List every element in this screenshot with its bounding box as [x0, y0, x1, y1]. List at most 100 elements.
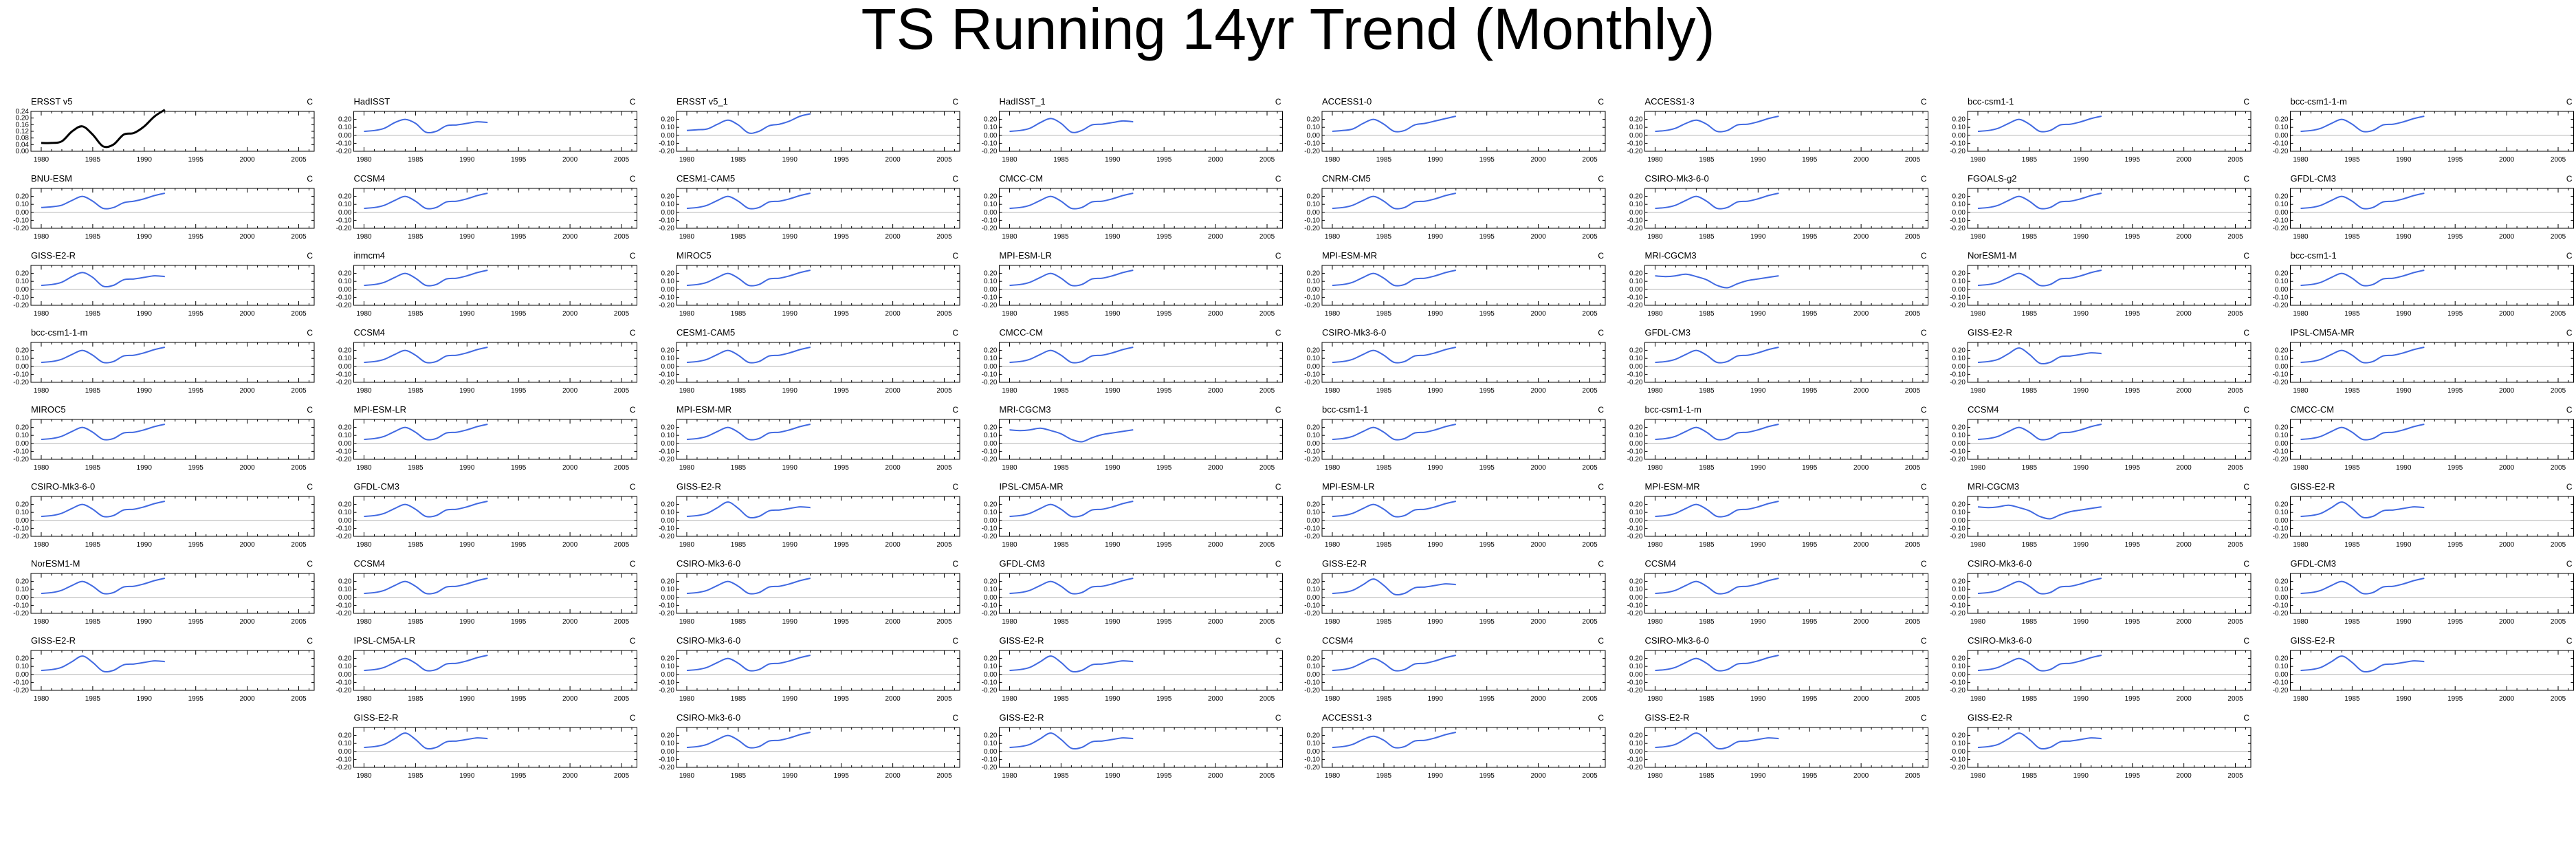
y-tick-label: 0.10	[2275, 124, 2289, 131]
x-tick-label: 1990	[1428, 156, 1444, 164]
model-panel: bcc-csm1-1-m C 0.200.100.00-0.10-0.20 1980 1…	[2273, 96, 2574, 164]
x-tick-label: 2005	[2551, 387, 2566, 395]
plot-frame	[1644, 573, 1928, 614]
y-tick-label: 0.10	[16, 663, 30, 670]
x-tick-label: 1990	[2396, 618, 2412, 626]
y-tick-label: -0.10	[982, 140, 998, 147]
plot-frame	[1321, 573, 1606, 614]
y-tick-label: -0.10	[13, 525, 29, 532]
y-tick-label: 0.10	[338, 509, 352, 516]
x-tick-label: 1980	[2293, 618, 2309, 626]
panel-units: C	[1598, 328, 1604, 338]
x-tick-label: 1980	[1325, 464, 1341, 472]
y-tick-label: 0.00	[338, 286, 352, 294]
panel-units: C	[307, 328, 313, 338]
y-tick-label: 0.20	[1307, 655, 1321, 663]
panel-title: GISS-E2-R	[1968, 327, 2012, 338]
y-tick-label: 0.20	[661, 347, 675, 355]
y-tick-label: 0.00	[338, 132, 352, 140]
panel-units: C	[1598, 482, 1604, 492]
y-tick-label: -0.20	[982, 533, 998, 540]
y-tick-label: 0.20	[16, 193, 30, 201]
x-tick-label: 1985	[2344, 541, 2360, 549]
plot-frame	[1321, 496, 1606, 537]
model-panel: GFDL-CM3 C 0.200.100.00-0.10-0.20 1980 1985 1…	[982, 558, 1283, 626]
x-tick-label: 1985	[408, 541, 423, 549]
y-tick-label: -0.10	[2273, 217, 2289, 224]
y-tick-label: -0.20	[1304, 533, 1320, 540]
panel-title: IPSL-CM5A-LR	[354, 635, 416, 646]
plot-frame	[2290, 573, 2574, 614]
model-panel: GISS-E2-R C 0.200.100.00-0.10-0.20 1980 1985…	[13, 635, 315, 703]
x-tick-label: 1985	[731, 695, 747, 703]
x-tick-label: 1995	[1802, 618, 1818, 626]
y-tick-label: 0.00	[1629, 363, 1643, 371]
model-panel: MRI-CGCM3 C 0.200.100.00-0.10-0.20 1980 1985…	[1950, 481, 2252, 549]
panel-units: C	[1275, 636, 1281, 646]
panel-title: CNRM-CM5	[1322, 173, 1371, 184]
x-tick-label: 2005	[1582, 310, 1598, 318]
x-tick-label: 1995	[1479, 387, 1495, 395]
panel-units: C	[1598, 174, 1604, 184]
plot-frame	[676, 111, 960, 152]
panel-units: C	[1598, 405, 1604, 415]
plot-frame	[30, 573, 315, 614]
x-tick-label: 2000	[239, 695, 255, 703]
y-tick-label: 0.10	[1307, 124, 1321, 131]
series-line	[1655, 116, 1779, 133]
y-tick-label: 0.10	[1629, 432, 1643, 439]
panel-title: GFDL-CM3	[1000, 558, 1045, 569]
panel-units: C	[307, 97, 313, 107]
y-tick-label: 0.00	[1307, 517, 1321, 525]
x-tick-label: 1980	[2293, 387, 2309, 395]
x-tick-label: 1980	[34, 541, 49, 549]
x-tick-label: 1980	[1970, 156, 1986, 164]
x-tick-label: 2000	[239, 233, 255, 241]
panel-title: CCSM4	[1322, 635, 1354, 646]
y-tick-label: -0.10	[1304, 525, 1320, 532]
panel-units: C	[1921, 174, 1927, 184]
y-tick-label: 0.20	[2275, 578, 2289, 586]
x-tick-label: 2005	[1905, 156, 1921, 164]
x-tick-label: 2000	[1530, 310, 1546, 318]
plot-frame	[1321, 265, 1606, 306]
series-line	[364, 501, 488, 518]
x-tick-label: 2005	[1905, 387, 1921, 395]
x-tick-label: 1985	[1699, 464, 1715, 472]
x-tick-label: 1985	[85, 464, 101, 472]
y-tick-label: -0.10	[1304, 294, 1320, 301]
y-tick-label: 0.20	[1307, 270, 1321, 278]
y-tick-label: -0.20	[1627, 379, 1643, 386]
x-tick-label: 1990	[459, 695, 475, 703]
panel-title: MPI-ESM-MR	[1322, 250, 1377, 261]
y-tick-label: 0.20	[338, 270, 352, 278]
panel-title: MIROC5	[676, 250, 712, 261]
y-tick-label: 0.00	[16, 363, 30, 371]
x-tick-label: 1990	[1105, 233, 1121, 241]
y-tick-label: 0.00	[1629, 517, 1643, 525]
panel-units: C	[2243, 174, 2249, 184]
model-panel: GFDL-CM3 C 0.200.100.00-0.10-0.20 1980 1985 1…	[2273, 558, 2574, 626]
y-tick-label: -0.10	[1627, 140, 1643, 147]
panel-units: C	[952, 559, 958, 569]
panel-units: C	[2243, 328, 2249, 338]
y-tick-label: 0.00	[984, 517, 998, 525]
y-tick-label: 0.00	[2275, 286, 2289, 294]
y-tick-label: -0.10	[336, 294, 352, 301]
panel-units: C	[952, 97, 958, 107]
x-tick-label: 2005	[1905, 464, 1921, 472]
x-tick-label: 2000	[885, 464, 901, 472]
x-tick-label: 1985	[408, 233, 423, 241]
x-tick-label: 1990	[1750, 310, 1766, 318]
y-tick-label: 0.00	[2275, 517, 2289, 525]
x-tick-label: 2000	[562, 233, 578, 241]
model-panel: CSIRO-Mk3-6-0 C 0.200.100.00-0.10-0.20 1980…	[659, 558, 960, 626]
x-tick-label: 1980	[1970, 464, 1986, 472]
y-tick-label: -0.20	[2273, 456, 2289, 463]
panel-title: CSIRO-Mk3-6-0	[1645, 173, 1709, 184]
x-tick-label: 2000	[562, 464, 578, 472]
y-tick-label: 0.10	[1629, 586, 1643, 593]
model-panel: HadISST_1 C 0.200.100.00-0.10-0.20 1980 1985…	[982, 96, 1283, 164]
x-tick-label: 2005	[614, 618, 630, 626]
y-tick-label: 0.00	[338, 594, 352, 602]
